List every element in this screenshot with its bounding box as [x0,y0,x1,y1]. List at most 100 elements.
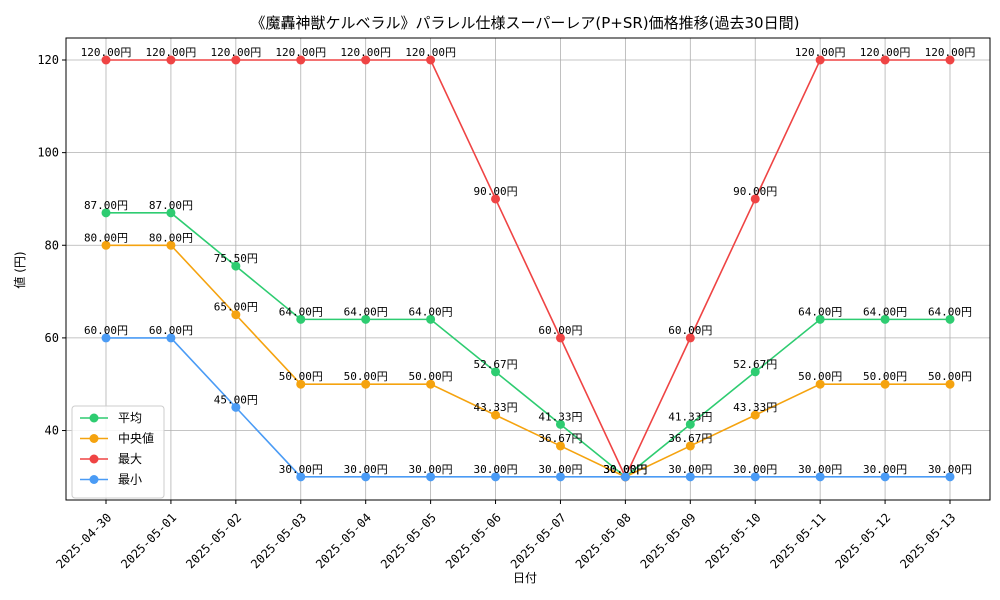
data-label: 60.00円 [84,324,128,337]
data-point [426,314,436,324]
data-label: 30.00円 [409,463,453,476]
data-label: 120.00円 [925,46,976,59]
series-line [106,59,950,479]
data-label: 36.67円 [668,432,712,445]
x-tick-label: 2025-05-06 [443,510,504,571]
data-label: 60.00円 [668,324,712,337]
data-point [880,55,890,65]
data-point [296,472,306,482]
data-point [166,240,176,250]
y-tick-label: 60 [45,331,59,345]
data-label: 30.00円 [668,463,712,476]
data-label: 30.00円 [538,463,582,476]
data-point [555,472,565,482]
data-point [491,472,501,482]
x-tick-label: 2025-05-08 [573,510,634,571]
x-tick-label: 2025-05-01 [118,510,179,571]
data-label: 64.00円 [409,305,453,318]
data-label: 30.00円 [603,463,647,476]
data-point [555,419,565,429]
data-label: 30.00円 [733,463,777,476]
data-label: 30.00円 [798,463,842,476]
data-point [880,472,890,482]
data-label: 80.00円 [149,231,193,244]
y-tick-label: 120 [37,53,59,67]
data-point [685,441,695,451]
data-label: 41.33円 [668,410,712,423]
data-label: 80.00円 [84,231,128,244]
data-point [361,379,371,389]
data-label: 30.00円 [473,463,517,476]
legend-swatch-marker [89,454,99,464]
series-line [106,212,950,478]
data-point [231,310,241,320]
x-tick-label: 2025-05-02 [183,510,244,571]
data-point [945,379,955,389]
data-point [750,410,760,420]
x-tick-label: 2025-05-07 [508,510,569,571]
data-label: 90.00円 [473,185,517,198]
data-point [231,402,241,412]
legend-swatch-marker [89,413,99,423]
data-point [101,208,111,218]
data-label: 50.00円 [928,370,972,383]
legend-swatch-marker [89,475,99,484]
data-point [620,472,630,482]
x-tick-label: 2025-05-09 [638,510,699,571]
series-line [106,337,950,478]
data-label: 120.00円 [860,46,911,59]
data-point [685,333,695,343]
data-label: 64.00円 [798,305,842,318]
x-tick-label: 2025-05-13 [897,510,958,571]
y-tick-label: 80 [45,238,59,252]
data-label: 64.00円 [928,305,972,318]
data-label: 41.33円 [538,410,582,423]
chart-title: 《魔轟神獣ケルベラル》パラレル仕様スーパーレア(P+SR)価格推移(過去30日間… [251,14,800,32]
data-point [750,367,760,377]
data-label: 52.67円 [473,358,517,371]
data-label: 120.00円 [146,46,197,59]
legend-swatch-marker [89,434,99,443]
legend-label: 中央値 [118,431,154,446]
legend-label: 平均 [118,411,142,425]
data-label: 30.00円 [863,463,907,476]
data-label: 120.00円 [81,46,132,59]
data-label: 30.00円 [603,463,647,476]
data-point [231,55,241,65]
data-point [880,314,890,324]
data-point [426,472,436,482]
data-label: 30.00円 [344,463,388,476]
data-point [815,379,825,389]
data-point [361,55,371,65]
x-tick-label: 2025-05-12 [832,510,893,571]
data-label: 52.67円 [733,358,777,371]
data-label: 120.00円 [275,46,326,59]
data-label: 50.00円 [279,370,323,383]
data-point [945,55,955,65]
data-point [750,194,760,204]
data-point [296,314,306,324]
legend-label: 最小 [118,473,142,487]
legend-label: 最大 [118,452,142,466]
data-point [426,55,436,65]
x-tick-label: 2025-05-10 [703,510,764,571]
data-point [685,419,695,429]
data-label: 43.33円 [733,401,777,414]
data-label: 50.00円 [409,370,453,383]
data-point [491,194,501,204]
data-point [555,333,565,343]
data-label: 120.00円 [340,46,391,59]
legend-box [71,405,165,499]
y-tick-label: 100 [37,146,59,160]
data-label: 43.33円 [473,401,517,414]
data-label: 30.00円 [603,463,647,476]
data-label: 90.00円 [733,185,777,198]
data-point [231,261,241,271]
data-labels: 87.00円 87.00円 75.50円 64.00円 64.00円 64.00円 52.6… [81,46,976,476]
data-label: 64.00円 [344,305,388,318]
data-point [296,379,306,389]
plot-frame [65,37,991,501]
